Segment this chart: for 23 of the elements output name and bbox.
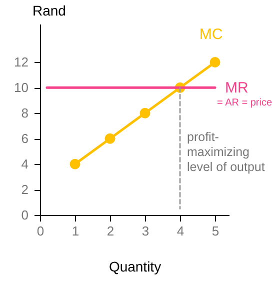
- series-label: MC: [199, 26, 223, 44]
- point: [140, 108, 150, 118]
- annotation: = AR = price: [217, 98, 272, 109]
- point: [210, 56, 220, 68]
- x-tick-label: 1: [72, 224, 80, 238]
- x-tick-label: 4: [176, 224, 184, 238]
- annotation: profit-maximizing level of output: [187, 130, 266, 174]
- x-tick-label: 5: [212, 224, 220, 238]
- point: [70, 158, 80, 170]
- y-tick-label: 8: [21, 106, 28, 121]
- series-label: MR: [225, 80, 248, 97]
- y-tick-label: 2: [21, 182, 28, 198]
- x-tick-label: 2: [106, 224, 114, 238]
- x-tick-label: 0: [36, 224, 44, 238]
- x-tick-label: 3: [142, 224, 150, 238]
- point: [104, 133, 116, 144]
- y-tick-label: 10: [14, 80, 28, 96]
- y-tick-label: 4: [21, 156, 28, 172]
- x-axis-title: Quantity: [108, 258, 162, 274]
- y-tick-label: 0: [21, 208, 28, 222]
- y-tick-label: 6: [21, 131, 28, 146]
- y-axis-title: Rand: [32, 2, 66, 18]
- y-tick-label: 12: [14, 54, 28, 70]
